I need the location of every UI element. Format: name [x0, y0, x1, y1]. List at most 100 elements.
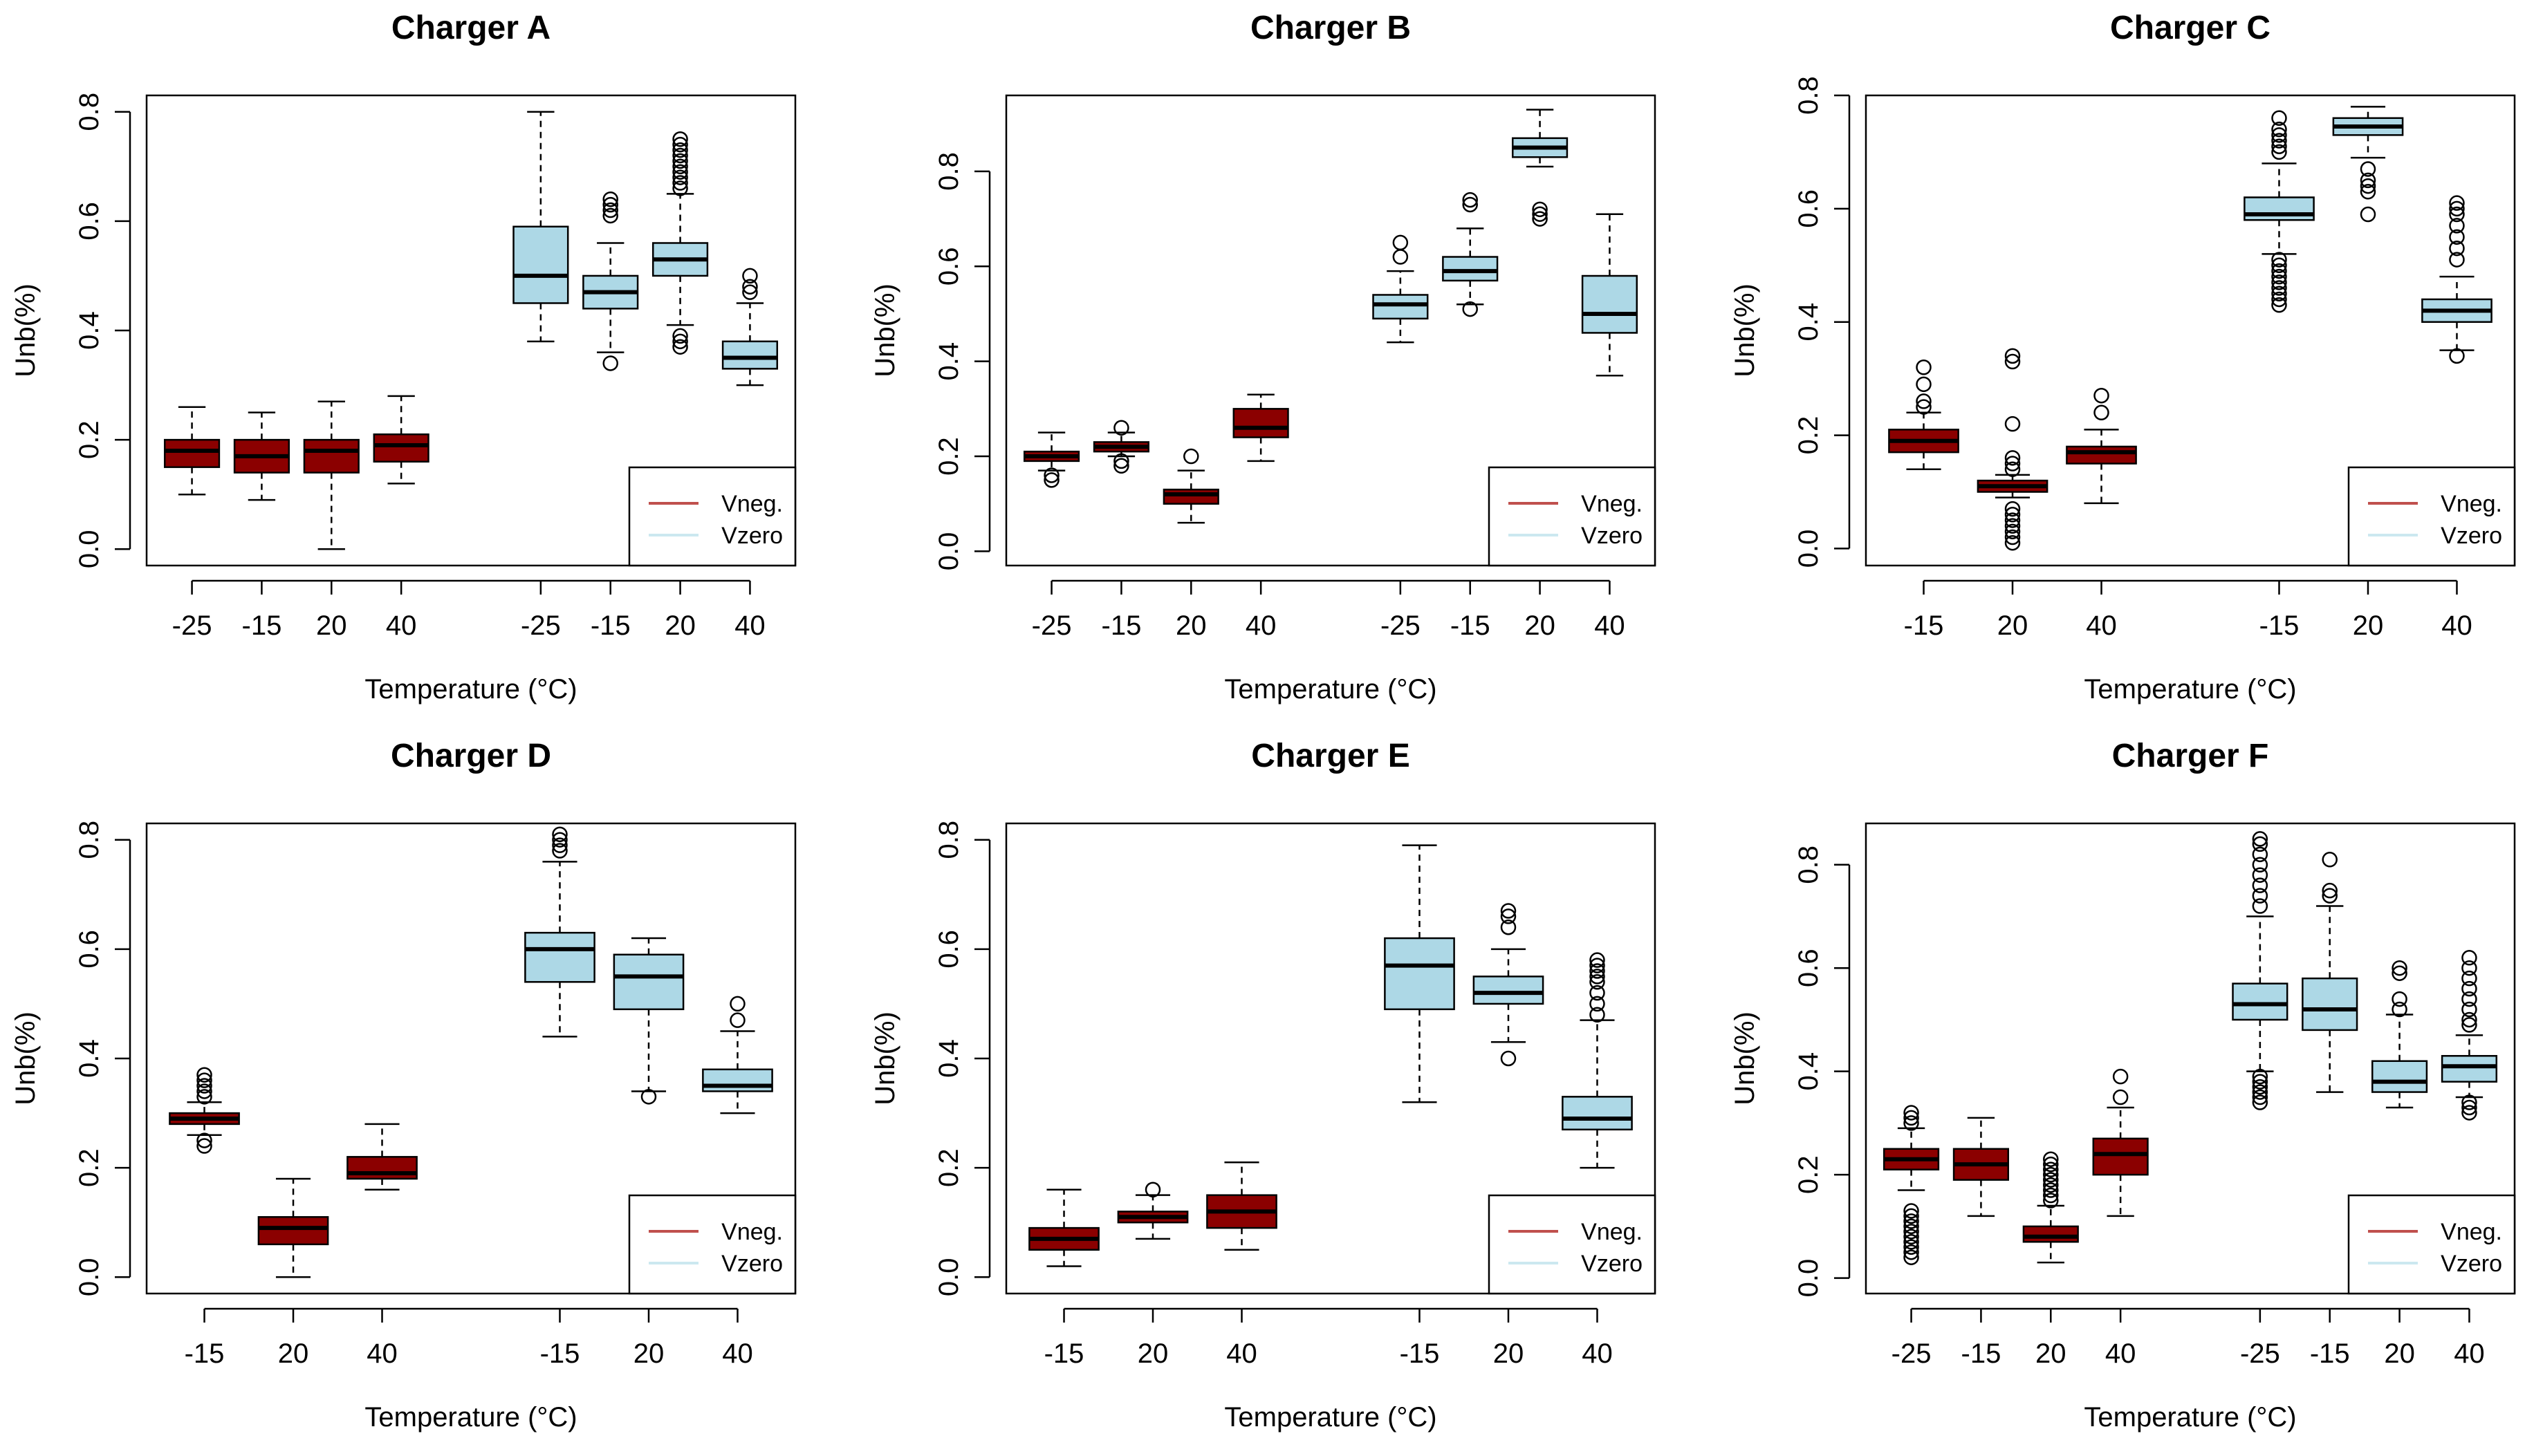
x-tick-label: -25 — [521, 610, 561, 641]
outlier-point — [196, 1078, 212, 1094]
x-tick-label: 40 — [1582, 1338, 1613, 1369]
legend-label: Vzero — [1581, 523, 1643, 549]
outlier-point — [2271, 127, 2287, 143]
outlier-point — [2252, 1068, 2268, 1085]
outlier-point — [2449, 240, 2465, 256]
x-tick-label: -15 — [1102, 610, 1142, 641]
legend: Vneg. Vzero — [628, 466, 797, 567]
outlier-point — [2271, 121, 2287, 138]
outlier-point — [1113, 453, 1129, 469]
y-tick-label: 0.4 — [74, 1039, 104, 1078]
outlier-point — [2461, 1001, 2477, 1018]
outlier-point — [2112, 1068, 2129, 1085]
outlier-point — [2271, 280, 2287, 296]
outlier-point — [1500, 1050, 1517, 1067]
box — [524, 931, 595, 983]
y-tick-label: 0.8 — [934, 821, 964, 859]
y-tick-label: 0.0 — [1793, 1259, 1824, 1298]
y-tick-label: 0.6 — [1793, 949, 1824, 987]
outlier-point — [2252, 1094, 2268, 1110]
x-tick-label: 40 — [367, 1338, 398, 1369]
legend-label: Vzero — [721, 523, 783, 549]
outlier-point — [2461, 1017, 2477, 1033]
outlier-point — [1462, 192, 1478, 208]
x-axis-label: Temperature (°C) — [364, 674, 577, 704]
x-tick-label: -15 — [1961, 1338, 2001, 1369]
outlier-point — [1589, 974, 1605, 990]
x-tick-label: 40 — [2086, 610, 2117, 641]
x-tick-label: -15 — [242, 610, 282, 641]
y-tick-label: 0.6 — [1793, 189, 1824, 228]
plot-frame — [1865, 822, 2516, 1295]
legend: Vneg. Vzero — [1488, 1194, 1656, 1295]
outlier-point — [2252, 1079, 2268, 1095]
x-tick-label: 20 — [2353, 610, 2384, 641]
outlier-point — [1589, 963, 1605, 979]
legend-frame — [1488, 466, 1656, 567]
box — [512, 225, 569, 304]
outlier-point — [1392, 234, 1409, 251]
outlier-point — [2461, 1094, 2477, 1110]
outlier-point — [730, 996, 746, 1012]
outlier-point — [2322, 852, 2338, 868]
outlier-point — [1589, 958, 1605, 973]
outlier-point — [1916, 393, 1932, 409]
outlier-point — [2271, 110, 2287, 127]
outlier-point — [742, 284, 758, 300]
outlier-point — [1145, 1182, 1161, 1198]
outlier-point — [672, 158, 688, 175]
outlier-point — [552, 832, 568, 848]
box — [1384, 937, 1455, 1011]
outlier-point — [196, 1067, 212, 1083]
outlier-point — [1113, 420, 1129, 436]
x-tick-label: 40 — [2454, 1338, 2485, 1369]
outlier-point — [602, 196, 618, 213]
legend: Vneg. Vzero — [1488, 466, 1656, 567]
outlier-point — [2004, 348, 2021, 364]
outlier-point — [1462, 196, 1478, 213]
x-tick-label: 20 — [2384, 1338, 2415, 1369]
outlier-point — [2043, 1156, 2059, 1173]
y-tick-label: 0.0 — [934, 532, 964, 571]
chart-panel: Charger A 0.0 0.2 0.4 0.6 0.8 Unb(%) -25 -15 20 40… — [10, 10, 797, 704]
outlier-point — [2004, 416, 2021, 432]
x-tick-label: -25 — [1892, 1338, 1932, 1369]
y-tick-label: 0.8 — [1793, 846, 1824, 884]
y-tick-label: 0.6 — [934, 930, 964, 969]
outlier-point — [2252, 831, 2268, 847]
outlier-point — [672, 169, 688, 185]
outlier-point — [1500, 908, 1517, 924]
outlier-point — [2449, 206, 2465, 223]
x-tick-label: 40 — [734, 610, 766, 641]
outlier-point — [1462, 301, 1478, 317]
box — [2441, 1055, 2498, 1083]
legend-label: Vneg. — [1581, 491, 1643, 517]
outlier-point — [2392, 965, 2407, 981]
x-tick-label: 20 — [1138, 1338, 1169, 1369]
chart-panel: Charger B 0.0 0.2 0.4 0.6 0.8 Unb(%) -25 -15 20 40… — [870, 10, 1656, 704]
outlier-point — [672, 180, 688, 196]
outlier-point — [1903, 1234, 1919, 1250]
outlier-point — [1044, 472, 1060, 488]
x-tick-label: -15 — [1904, 610, 1944, 641]
y-tick-label: 0.6 — [74, 930, 104, 969]
outlier-point — [2461, 970, 2477, 987]
outlier-point — [2461, 960, 2477, 976]
x-tick-label: 40 — [722, 1338, 753, 1369]
outlier-point — [2449, 348, 2465, 364]
outlier-point — [2392, 1001, 2407, 1018]
outlier-point — [196, 1072, 212, 1088]
outlier-point — [2004, 461, 2021, 477]
y-axis-label: Unb(%) — [1730, 283, 1760, 377]
outlier-point — [1903, 1213, 1919, 1229]
outlier-point — [602, 355, 618, 371]
legend-label: Vzero — [721, 1251, 783, 1277]
y-tick-label: 0.4 — [934, 342, 964, 381]
box — [1472, 976, 1544, 1005]
legend-label: Vzero — [2441, 523, 2502, 549]
box — [2244, 196, 2315, 221]
outlier-point — [672, 153, 688, 169]
x-tick-label: -25 — [2240, 1338, 2280, 1369]
outlier-point — [2043, 1172, 2059, 1188]
outlier-point — [2449, 252, 2465, 268]
